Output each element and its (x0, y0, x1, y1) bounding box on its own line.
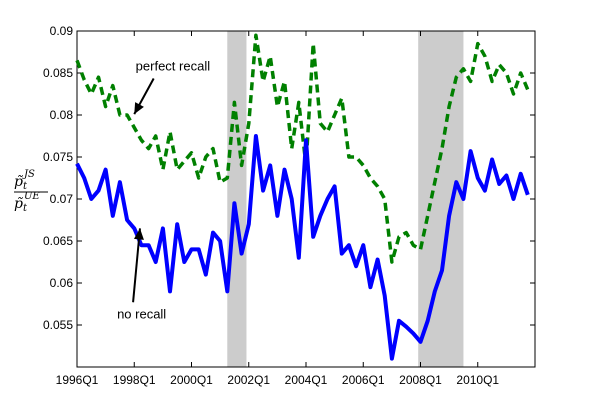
recession-shading (227, 31, 464, 367)
axis-ticks: 1996Q1 1998Q1 2000Q1 2002Q1 2004Q1 2006Q1 2008… (43, 24, 535, 387)
annotation-label-1: perfect recall (136, 58, 211, 73)
x-tick-label: 2006Q1 (342, 373, 385, 387)
y-axis-label: p̃tJS p̃tUE (14, 169, 48, 214)
shaded-period-2 (418, 31, 464, 367)
annotation-label-2: no recall (117, 306, 166, 321)
y-tick-label: 0.065 (43, 234, 73, 248)
x-tick-label: 2002Q1 (227, 373, 270, 387)
y-tick-label: 0.085 (43, 66, 73, 80)
annotation-arrow-head (133, 228, 144, 240)
x-tick-label: 2010Q1 (456, 373, 499, 387)
annotation-arrow-line (132, 228, 141, 303)
x-tick-label: 2000Q1 (170, 373, 213, 387)
y-label-denominator: p̃tUE (14, 191, 40, 214)
y-label-numerator: p̃tJS (14, 169, 35, 192)
y-tick-label: 0.09 (50, 24, 74, 38)
series-line-perfect-recall (75, 33, 530, 264)
y-tick-label: 0.06 (50, 276, 74, 290)
x-tick-label: 2008Q1 (399, 373, 442, 387)
annotation-arrow-head (134, 102, 144, 115)
annotations: perfect recall no recall (117, 58, 210, 321)
x-tick-label: 1996Q1 (56, 373, 99, 387)
y-tick-label: 0.055 (43, 318, 73, 332)
series-lines (75, 33, 530, 361)
x-tick-label: 1998Q1 (113, 373, 156, 387)
y-tick-label: 0.07 (50, 192, 74, 206)
x-tick-label: 2004Q1 (285, 373, 328, 387)
shaded-period-1 (227, 31, 247, 367)
y-tick-label: 0.08 (50, 108, 74, 122)
series-line-no-recall (75, 134, 530, 361)
y-tick-label: 0.075 (43, 150, 73, 164)
